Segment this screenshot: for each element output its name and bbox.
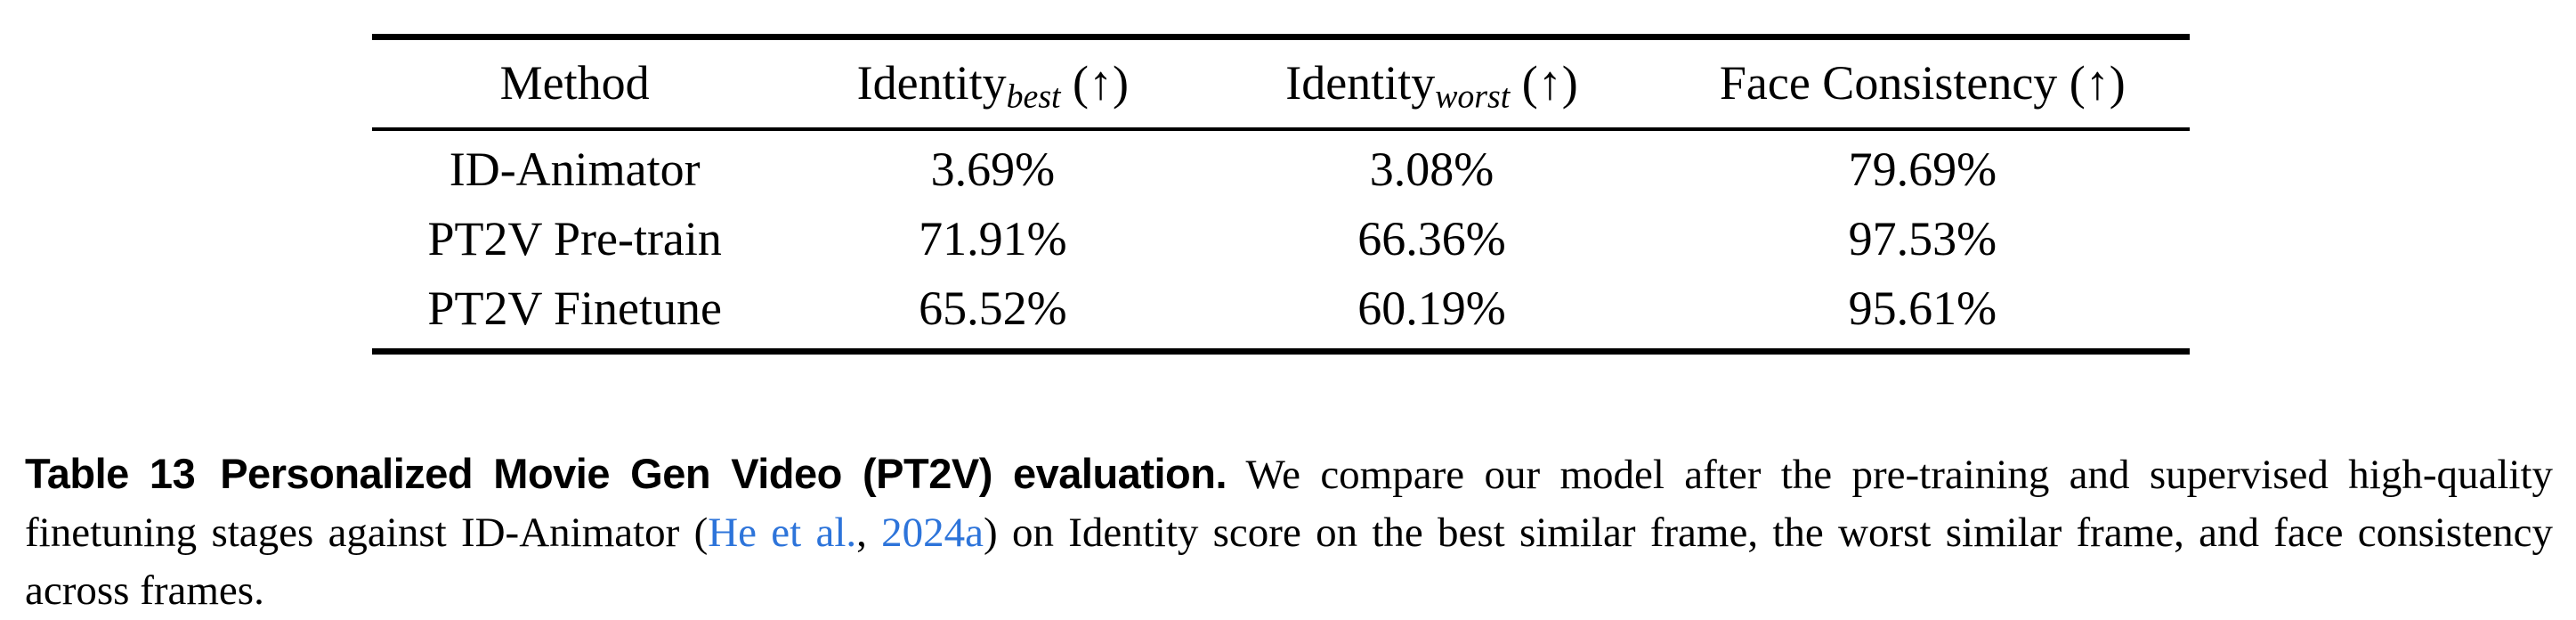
column-header-label: Identity bbox=[856, 56, 1007, 110]
column-header-identity-worst: Identityworst (↑) bbox=[1208, 37, 1655, 130]
citation-separator: , bbox=[856, 510, 882, 556]
identity-best-cell: 3.69% bbox=[930, 143, 1056, 196]
method-cell: PT2V Pre-train bbox=[427, 212, 722, 265]
column-header-label: Method bbox=[499, 56, 650, 110]
table-row: PT2V Pre-train 71.91% 66.36% 97.53% bbox=[372, 205, 2190, 274]
results-table-container: Method Identitybest (↑) Identityworst (↑… bbox=[372, 34, 2190, 355]
up-arrow-icon: (↑) bbox=[1510, 56, 1578, 110]
identity-worst-cell: 66.36% bbox=[1357, 212, 1506, 265]
method-cell: PT2V Finetune bbox=[427, 281, 722, 335]
column-header-label: Identity bbox=[1285, 56, 1436, 110]
column-header-method: Method bbox=[372, 37, 777, 130]
identity-best-cell: 71.91% bbox=[919, 212, 1067, 265]
header-row: Method Identitybest (↑) Identityworst (↑… bbox=[372, 37, 2190, 130]
column-header-subscript: worst bbox=[1435, 78, 1511, 116]
face-consistency-cell: 95.61% bbox=[1848, 281, 1997, 335]
face-consistency-cell: 79.69% bbox=[1848, 143, 1997, 196]
identity-worst-cell: 60.19% bbox=[1357, 281, 1506, 335]
column-header-face-consistency: Face Consistency (↑) bbox=[1656, 37, 2190, 130]
caption-label: Table 13 bbox=[25, 450, 196, 497]
column-header-label: Face Consistency bbox=[1719, 56, 2058, 110]
identity-worst-cell: 3.08% bbox=[1369, 143, 1495, 196]
caption-title: Personalized Movie Gen Video (PT2V) eval… bbox=[220, 450, 1227, 497]
up-arrow-icon: (↑) bbox=[1060, 56, 1129, 110]
citation-link-authors[interactable]: He et al. bbox=[708, 510, 857, 556]
table-row: ID-Animator 3.69% 3.08% 79.69% bbox=[372, 129, 2190, 205]
face-consistency-cell: 97.53% bbox=[1848, 212, 1997, 265]
method-cell: ID-Animator bbox=[449, 143, 701, 196]
citation-link-year[interactable]: 2024a bbox=[881, 510, 984, 556]
column-header-subscript: best bbox=[1006, 78, 1061, 116]
up-arrow-icon: (↑) bbox=[2057, 56, 2126, 110]
identity-best-cell: 65.52% bbox=[919, 281, 1067, 335]
table-caption: Table 13 Personalized Movie Gen Video (PT… bbox=[25, 445, 2553, 620]
table-row: PT2V Finetune 65.52% 60.19% 95.61% bbox=[372, 274, 2190, 352]
column-header-identity-best: Identitybest (↑) bbox=[777, 37, 1208, 130]
caption-body-text: We compare our model after the pre-train… bbox=[25, 452, 2554, 556]
pt2v-evaluation-table: Method Identitybest (↑) Identityworst (↑… bbox=[372, 34, 2190, 355]
